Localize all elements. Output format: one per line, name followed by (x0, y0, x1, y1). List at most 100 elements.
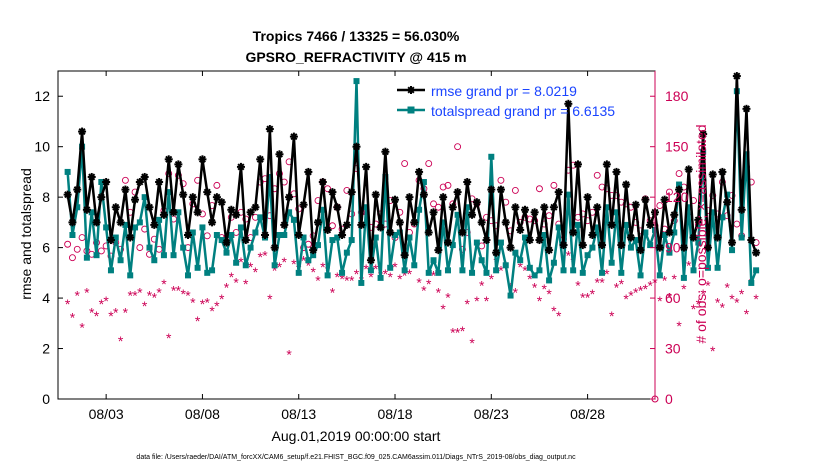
totalspread-point (237, 224, 244, 231)
legend-rmse-marker (407, 86, 415, 94)
obs-assimilated-point: * (176, 283, 182, 299)
rmse-point-stroke (150, 221, 158, 229)
obs-assimilated-point: * (739, 286, 745, 302)
rmse-point (631, 200, 640, 209)
rmse-point (530, 208, 539, 217)
totalspread-point (396, 229, 403, 236)
rmse-point-stroke (579, 241, 587, 249)
rmse-point (458, 228, 467, 237)
rmse-point-stroke (155, 178, 163, 186)
totalspread-point (300, 234, 307, 241)
rmse-point-stroke (454, 188, 462, 196)
obs-possible-point (121, 176, 129, 184)
rmse-point-stroke (333, 203, 341, 211)
rmse-point-stroke (396, 218, 404, 226)
rmse-point (227, 205, 236, 214)
totalspread-point (257, 214, 264, 221)
rmse-point (294, 231, 303, 239)
rmse-point (602, 160, 611, 169)
rmse-layer (63, 72, 761, 265)
obs-possible-point (97, 247, 105, 255)
rmse-point (135, 178, 144, 187)
totalspread-point (579, 269, 586, 276)
totalspread-point (180, 244, 187, 251)
obs-assimilated-point: * (253, 264, 259, 280)
totalspread-point (363, 204, 370, 211)
obs-assimilated-point: * (262, 247, 268, 263)
rmse-point-stroke (121, 186, 129, 194)
obs-assimilated-point: * (306, 257, 312, 273)
rmse-point (212, 193, 221, 202)
obs-assimilated-point: * (580, 289, 586, 305)
totalspread-point (233, 259, 240, 266)
obs-assimilated-point: * (436, 284, 442, 300)
rmse-point-stroke (665, 228, 673, 237)
rmse-point-stroke (497, 186, 505, 194)
obs-assimilated-point: * (301, 252, 307, 268)
legend-rmse-label: rmse grand pr = 8.0219 (431, 83, 577, 99)
left-y-tick-label: 12 (34, 88, 50, 104)
rmse-point (612, 167, 621, 176)
rmse-point-stroke (511, 203, 519, 211)
rmse-point-stroke (723, 198, 731, 206)
rmse-point (150, 220, 159, 229)
obs-possible-point (401, 160, 409, 167)
totalspread-point (594, 224, 601, 231)
rmse-point (352, 142, 361, 151)
obs-assimilated-point: * (156, 284, 162, 300)
rmse-point-stroke (407, 86, 415, 94)
rmse-point-stroke (184, 231, 192, 239)
rmse-point (598, 241, 607, 250)
rmse-point-stroke (198, 155, 206, 163)
totalspread-point (729, 247, 736, 254)
obs-assimilated-point: * (633, 284, 639, 300)
obs-assimilated-point: * (594, 274, 600, 290)
rmse-point (429, 208, 438, 217)
rmse-point-stroke (502, 218, 510, 226)
totalspread-point (189, 229, 196, 236)
obs-assimilated-point: * (705, 278, 711, 294)
rmse-point-stroke (68, 218, 76, 226)
obs-possible-point (430, 200, 437, 208)
obs-assimilated-point: * (479, 278, 485, 294)
rmse-point-stroke (545, 246, 553, 254)
obs-assimilated-point: * (84, 284, 90, 300)
rmse-point-stroke (88, 173, 96, 181)
x-tick-label: 08/13 (281, 406, 316, 422)
totalspread-point (184, 272, 191, 279)
left-y-axis-label: rmse and totalspread (18, 168, 34, 300)
obs-possible-point (511, 186, 519, 194)
rmse-point-stroke (444, 239, 452, 247)
totalspread-point (425, 269, 432, 276)
obs-assimilated-point: * (190, 294, 196, 310)
right-y-tick-label: 120 (665, 189, 689, 205)
totalspread-point (714, 264, 721, 271)
rmse-point-stroke (338, 231, 346, 239)
rmse-point-stroke (117, 218, 125, 226)
totalspread-point (377, 274, 384, 281)
rmse-point (545, 246, 554, 255)
rmse-point (265, 125, 274, 134)
rmse-point (684, 165, 693, 174)
rmse-point-stroke (487, 186, 495, 194)
obs-assimilated-point: * (70, 310, 76, 326)
totalspread-point (103, 224, 110, 231)
totalspread-point (392, 232, 399, 238)
rmse-point-stroke (685, 165, 693, 173)
totalspread-point (637, 272, 644, 279)
obs-assimilated-point: * (672, 271, 678, 287)
rmse-point (665, 228, 674, 237)
rmse-point-stroke (617, 241, 625, 249)
totalspread-point (483, 269, 490, 276)
obs-assimilated-point: * (407, 266, 413, 282)
rmse-point-stroke (78, 128, 86, 136)
rmse-point (708, 170, 717, 179)
obs-possible-point (213, 181, 221, 189)
rmse-point (641, 195, 650, 204)
rmse-point-stroke (352, 143, 361, 151)
rmse-point (728, 238, 737, 247)
rmse-point (689, 233, 698, 242)
obs-possible-point (78, 234, 86, 241)
rmse-point (487, 185, 496, 194)
x-tick-label: 08/18 (377, 406, 412, 422)
